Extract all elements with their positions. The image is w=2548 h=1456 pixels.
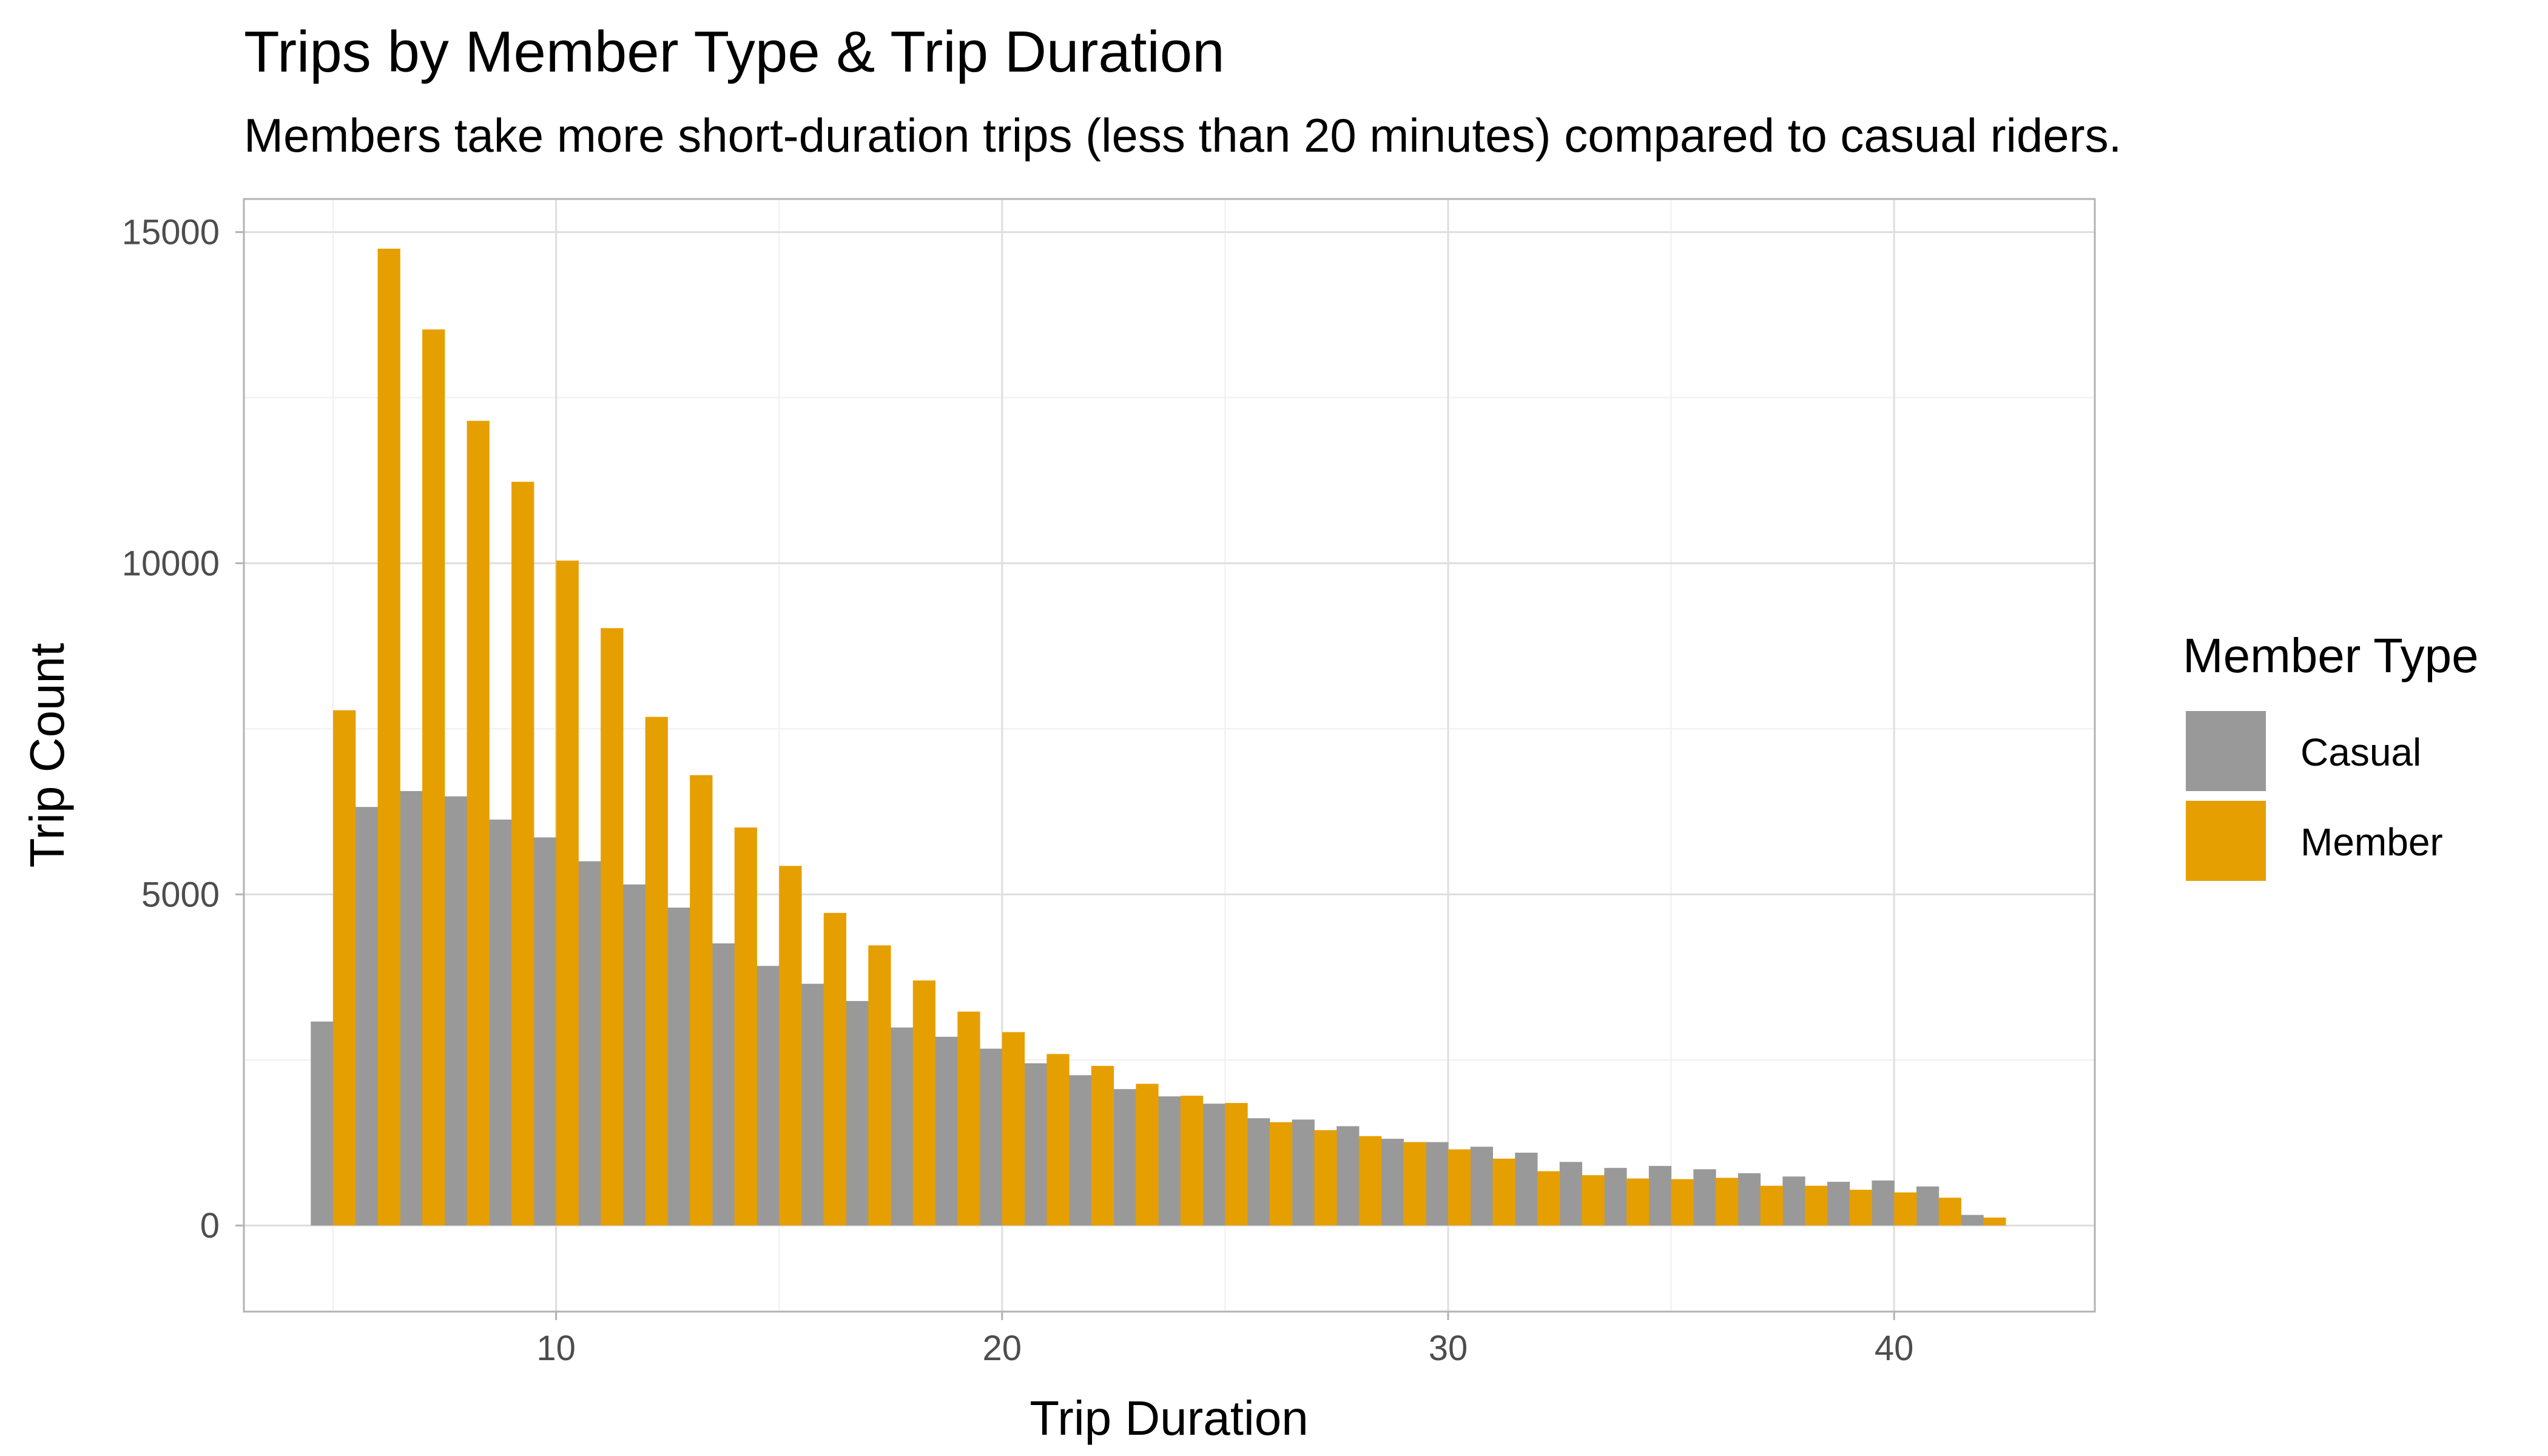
y-axis-title: Trip Count — [20, 643, 74, 868]
bar-member — [1314, 1130, 1337, 1226]
bar-member — [1894, 1192, 1917, 1226]
x-tick-label: 20 — [983, 1329, 1022, 1368]
bar-casual — [1113, 1089, 1136, 1226]
bar-casual — [846, 1001, 869, 1226]
bar-casual — [1024, 1063, 1047, 1226]
bar-casual — [444, 796, 468, 1226]
panel-border — [243, 198, 2096, 1313]
bar-member — [1136, 1084, 1159, 1226]
bar-casual — [1381, 1139, 1404, 1226]
bar-member — [1938, 1198, 1961, 1226]
bar-casual — [1648, 1165, 1672, 1226]
bar-casual — [891, 1027, 914, 1226]
x-axis-title: Trip Duration — [1030, 1391, 1308, 1445]
bar-casual — [1693, 1169, 1716, 1226]
bar-member — [1805, 1185, 1828, 1226]
bar-member — [1671, 1179, 1694, 1226]
bar-casual — [578, 861, 601, 1226]
bar-member — [868, 945, 891, 1226]
legend-label-member: Member — [2300, 820, 2443, 864]
bar-member — [1537, 1171, 1560, 1226]
bar-casual — [311, 1021, 334, 1226]
bar-casual — [1247, 1118, 1270, 1226]
bar-casual — [1202, 1104, 1225, 1226]
bar-casual — [533, 837, 557, 1226]
bar-member — [1225, 1103, 1248, 1226]
bar-casual — [1604, 1168, 1627, 1226]
bar-member — [823, 912, 846, 1226]
bar-casual — [1782, 1176, 1805, 1226]
bar-casual — [1292, 1119, 1315, 1226]
bar-member — [645, 716, 668, 1226]
bar-member — [422, 329, 445, 1226]
legend-title: Member Type — [2183, 629, 2479, 682]
y-tick-label: 5000 — [141, 875, 220, 914]
bar-casual — [935, 1036, 958, 1226]
bar-casual — [1872, 1180, 1895, 1226]
bar-casual — [1069, 1075, 1092, 1226]
bars — [311, 248, 2006, 1226]
bar-casual — [1827, 1182, 1850, 1226]
bar-member — [333, 710, 356, 1226]
bar-casual — [1336, 1126, 1360, 1226]
bar-casual — [667, 908, 690, 1226]
bar-member — [1091, 1065, 1114, 1226]
bar-member — [511, 482, 534, 1226]
bar-casual — [1158, 1096, 1181, 1226]
bar-member — [1403, 1142, 1426, 1226]
axis-ticks: 10 20 30 40 0 5000 10000 15000 — [122, 213, 1914, 1368]
chart-subtitle: Members take more short-duration trips (… — [244, 109, 2122, 162]
bar-member — [912, 980, 936, 1226]
bar-member — [467, 420, 490, 1226]
bar-member — [1582, 1175, 1605, 1226]
legend-swatch-member — [2186, 801, 2266, 881]
legend: Member Type Casual Member — [2183, 629, 2479, 881]
bar-member — [1849, 1190, 1872, 1226]
bar-member — [1269, 1122, 1293, 1226]
bar-member — [1760, 1185, 1783, 1226]
bar-member — [377, 248, 400, 1226]
bar-member — [1716, 1178, 1739, 1226]
bar-member — [1002, 1032, 1025, 1226]
bar-casual — [1426, 1142, 1449, 1226]
bar-casual — [980, 1048, 1003, 1226]
bar-casual — [757, 966, 780, 1226]
bar-member — [1358, 1136, 1382, 1226]
bar-member — [556, 561, 579, 1226]
x-tick-label: 10 — [536, 1329, 576, 1368]
bar-casual — [400, 790, 423, 1226]
bar-casual — [712, 943, 735, 1226]
legend-label-casual: Casual — [2300, 730, 2421, 774]
bar-casual — [489, 819, 512, 1226]
bar-member — [1626, 1178, 1650, 1226]
bar-member — [1046, 1054, 1070, 1226]
y-tick-label: 0 — [200, 1206, 220, 1245]
bar-member — [734, 827, 757, 1226]
bar-casual — [622, 884, 646, 1226]
bar-casual — [1737, 1173, 1761, 1226]
legend-swatch-casual — [2186, 711, 2266, 791]
chart-title: Trips by Member Type & Trip Duration — [244, 19, 1225, 84]
bar-casual — [355, 807, 379, 1226]
y-tick-label: 10000 — [122, 544, 220, 583]
bar-member — [1492, 1158, 1515, 1226]
bar-member — [957, 1011, 980, 1226]
bar-member — [1983, 1217, 2006, 1226]
y-tick-label: 15000 — [122, 213, 220, 252]
bar-casual — [1559, 1162, 1583, 1226]
bar-member — [601, 628, 624, 1226]
bar-member — [690, 775, 713, 1226]
bar-casual — [1515, 1153, 1538, 1226]
bar-casual — [1961, 1215, 1984, 1226]
bar-casual — [801, 983, 824, 1226]
x-tick-label: 30 — [1429, 1329, 1468, 1368]
bar-casual — [1470, 1147, 1494, 1226]
x-tick-label: 40 — [1875, 1329, 1914, 1368]
bar-member — [1180, 1096, 1204, 1226]
bar-casual — [1916, 1186, 1940, 1226]
bar-member — [1448, 1149, 1471, 1226]
bar-member — [779, 866, 802, 1226]
